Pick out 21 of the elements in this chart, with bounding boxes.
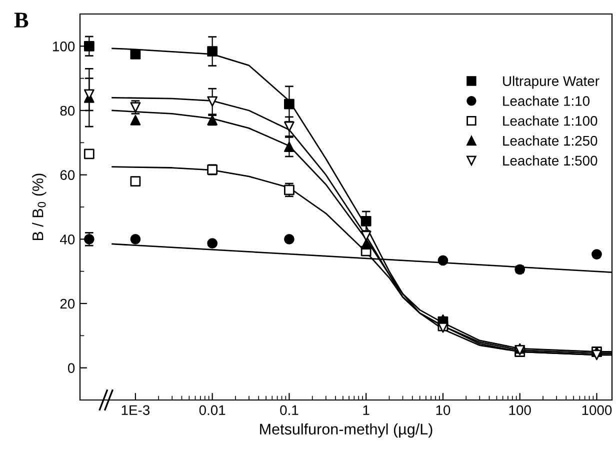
y-tick-label: 60: [60, 170, 75, 180]
y-tick-label: 100: [53, 42, 75, 52]
x-tick-label: 1: [363, 405, 370, 415]
x-tick-label: 1000: [582, 405, 612, 416]
x-tick-label: 1E-3: [122, 405, 150, 416]
legend-label: Ultrapure Water: [503, 76, 600, 89]
y-axis-title: B / B$_{0}$ (%): [32, 174, 46, 240]
legend-label: Leachate 1:10: [503, 96, 590, 106]
x-tick-label: 0.1: [280, 405, 298, 416]
legend-label: Leachate 1:100: [503, 116, 598, 126]
legend-label: Leachate 1:500: [503, 155, 598, 166]
x-tick-label: 100: [509, 405, 531, 416]
text: B: [14, 12, 28, 28]
y-tick-label: 20: [60, 298, 75, 309]
y-tick-label: 40: [60, 234, 75, 244]
x-tick-label: 10: [436, 405, 450, 416]
y-tick-label: 0: [68, 363, 75, 374]
legend-label: Leachate 1:250: [503, 136, 598, 146]
x-axis-title: Metsulfuron-methyl (µg/L): [260, 423, 432, 438]
x-tick-label: 0.01: [199, 405, 226, 416]
y-tick-label: 80: [60, 106, 75, 116]
